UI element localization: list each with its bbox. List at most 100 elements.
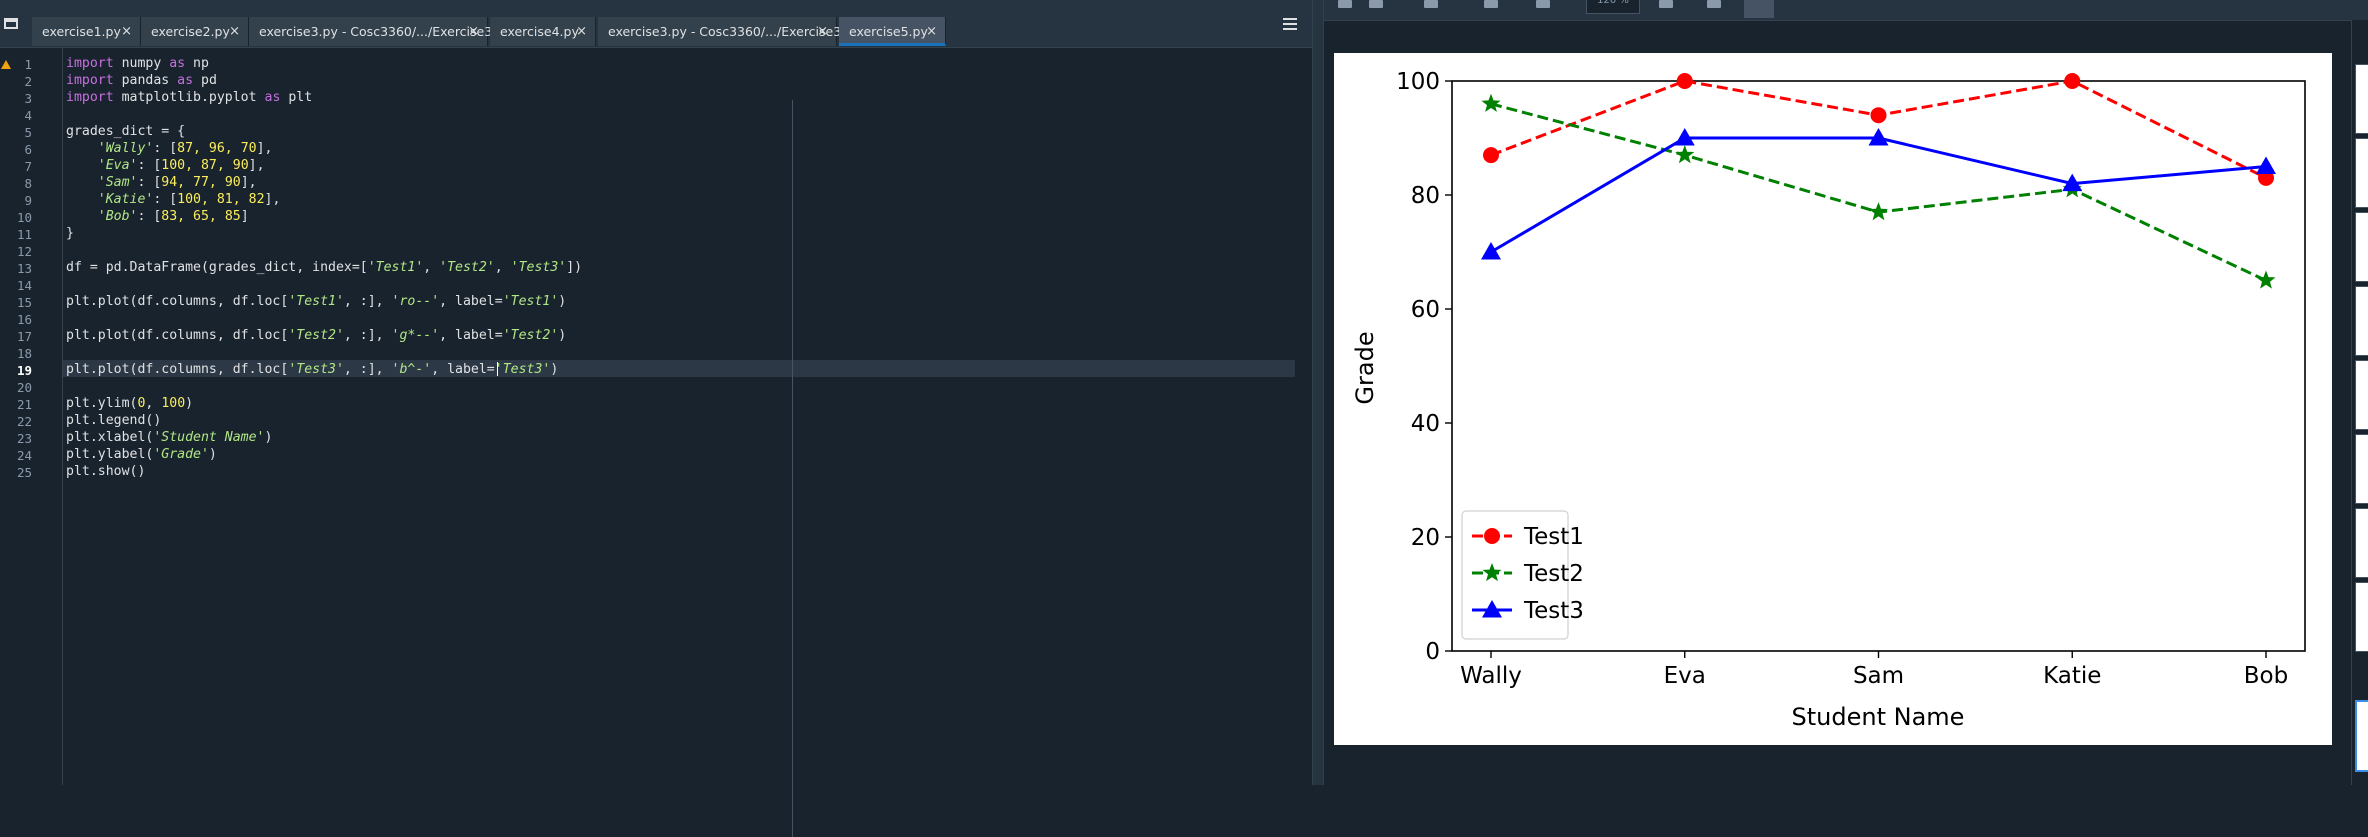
- data-point-circle: [1483, 147, 1499, 164]
- line-number: 12: [16, 244, 32, 259]
- data-point-circle: [1484, 528, 1500, 544]
- data-point-triangle: [2062, 173, 2083, 192]
- y-tick-label: 80: [1411, 183, 1440, 209]
- tab-exercise3-b[interactable]: exercise3.py - Cosc3360/.../Exercise3 ×: [598, 17, 841, 46]
- data-point-star: [1675, 145, 1695, 164]
- plot-thumbnails: [2351, 20, 2368, 785]
- data-point-triangle: [1482, 600, 1502, 618]
- plot-thumbnail[interactable]: [2355, 286, 2368, 356]
- data-point-triangle: [2256, 156, 2276, 174]
- line-number: 17: [16, 329, 32, 344]
- text-cursor: [497, 362, 498, 376]
- plot-thumbnail[interactable]: [2355, 360, 2368, 430]
- data-point-circle: [2064, 73, 2081, 89]
- close-icon[interactable]: ×: [121, 24, 132, 39]
- data-point-triangle: [1868, 128, 1889, 146]
- remove-all-icon[interactable]: [1536, 0, 1550, 8]
- plot-thumbnail[interactable]: [2355, 434, 2368, 504]
- editor-tab-bar: exercise1.py × exercise2.py × exercise3.…: [0, 0, 1312, 48]
- save-all-icon[interactable]: [1369, 0, 1383, 8]
- edge-line: [792, 100, 793, 837]
- code-line-13: df = pd.DataFrame(grades_dict, index=['T…: [66, 260, 583, 275]
- pane-splitter[interactable]: [1312, 0, 1324, 785]
- line-number-gutter: [0, 48, 63, 785]
- line-number: 11: [16, 227, 32, 242]
- line-number: 23: [16, 431, 32, 446]
- code-line-17: plt.plot(df.columns, df.loc['Test2', :],…: [66, 328, 567, 343]
- line-number: 10: [16, 210, 32, 225]
- tab-exercise2[interactable]: exercise2.py ×: [141, 17, 249, 46]
- tab-exercise4[interactable]: exercise4.py ×: [490, 17, 596, 46]
- data-point-circle: [1870, 107, 1887, 124]
- code-line-25: plt.show(): [66, 464, 146, 479]
- plot-thumbnail-selected[interactable]: [2355, 700, 2368, 772]
- code-line-1: import numpy as np: [66, 56, 209, 71]
- data-point-triangle: [1481, 242, 1501, 260]
- warning-icon[interactable]: [1, 60, 11, 69]
- close-icon[interactable]: ×: [926, 24, 937, 39]
- tab-exercise3-a[interactable]: exercise3.py - Cosc3360/.../Exercise3 ×: [249, 17, 492, 46]
- x-tick-label: Bob: [2244, 663, 2288, 689]
- close-icon[interactable]: ×: [229, 24, 240, 39]
- tab-exercise1[interactable]: exercise1.py ×: [32, 17, 141, 46]
- line-number: 13: [16, 261, 32, 276]
- line-number: 1: [24, 57, 32, 72]
- line-number: 7: [24, 159, 32, 174]
- data-point-circle: [1676, 73, 1693, 89]
- close-icon[interactable]: ×: [468, 24, 479, 39]
- y-tick-label: 100: [1396, 69, 1440, 95]
- plot-figure: 0 20 40 60 80 100 Wally Eva Sam Katie Bob Grade S…: [1334, 53, 2332, 745]
- x-axis-label: Student Name: [1792, 703, 1965, 731]
- plot-thumbnail[interactable]: [2355, 212, 2368, 282]
- line-number: 6: [24, 142, 32, 157]
- plots-toolbar: 120 %: [1324, 0, 2368, 21]
- line-number: 25: [16, 465, 32, 480]
- plots-pane: 120 % 0 20 40 60 80 100 Wally Eva Sam Katie Bob G…: [1324, 0, 2368, 785]
- code-line-6: 'Wally': [87, 96, 70],: [97, 141, 273, 156]
- code-line-3: import matplotlib.pyplot as plt: [66, 90, 313, 105]
- save-icon[interactable]: [1338, 0, 1352, 8]
- line-number: 2: [24, 74, 32, 89]
- zoom-level-field[interactable]: 120 %: [1586, 0, 1640, 14]
- line-number: 20: [16, 380, 32, 395]
- tab-exercise5[interactable]: exercise5.py ×: [839, 17, 946, 46]
- tab-label: exercise4.py: [500, 24, 579, 39]
- folder-icon[interactable]: [4, 18, 18, 29]
- line-number: 16: [16, 312, 32, 327]
- legend: Test1 Test2 Test3: [1461, 510, 1584, 640]
- tab-label: exercise2.py: [151, 24, 230, 39]
- x-tick-label: Wally: [1460, 663, 1522, 689]
- series-layer: [1481, 73, 2276, 289]
- line-number: 14: [16, 278, 32, 293]
- y-tick-label: 0: [1425, 639, 1440, 665]
- y-axis-ticks: 0 20 40 60 80 100: [1396, 69, 1452, 665]
- plot-thumbnail[interactable]: [2355, 508, 2368, 578]
- code-line-10: 'Bob': [83, 65, 85]: [97, 209, 249, 224]
- remove-icon[interactable]: [1484, 0, 1498, 8]
- code-line-5: grades_dict = {: [66, 124, 186, 139]
- tab-label: exercise3.py - Cosc3360/.../Exercise3: [259, 24, 493, 39]
- x-tick-label: Katie: [2043, 663, 2101, 689]
- code-editor[interactable]: import numpy as np import pandas as pd i…: [63, 48, 1370, 837]
- code-line-8: 'Sam': [94, 77, 90],: [97, 175, 257, 190]
- data-point-star: [1482, 563, 1502, 582]
- code-line-9: 'Katie': [100, 81, 82],: [97, 192, 281, 207]
- data-point-star: [1869, 202, 1888, 221]
- fit-plot-button[interactable]: [1744, 0, 1774, 18]
- zoom-in-icon[interactable]: [1659, 0, 1673, 8]
- plot-thumbnail[interactable]: [2355, 64, 2368, 134]
- close-icon[interactable]: ×: [576, 24, 587, 39]
- plot-thumbnail[interactable]: [2355, 582, 2368, 652]
- line-number: 24: [16, 448, 32, 463]
- code-line-2: import pandas as pd: [66, 73, 217, 88]
- zoom-out-icon[interactable]: [1707, 0, 1721, 8]
- copy-icon[interactable]: [1424, 0, 1438, 8]
- tab-label: exercise5.py: [849, 24, 928, 39]
- plot-thumbnail[interactable]: [2355, 138, 2368, 208]
- hamburger-menu-icon[interactable]: [1283, 18, 1297, 30]
- legend-label: Test1: [1523, 524, 1584, 550]
- close-icon[interactable]: ×: [817, 24, 828, 39]
- code-line-15: plt.plot(df.columns, df.loc['Test1', :],…: [66, 294, 567, 309]
- data-point-star: [2256, 270, 2276, 289]
- code-line-21: plt.ylim(0, 100): [66, 396, 194, 411]
